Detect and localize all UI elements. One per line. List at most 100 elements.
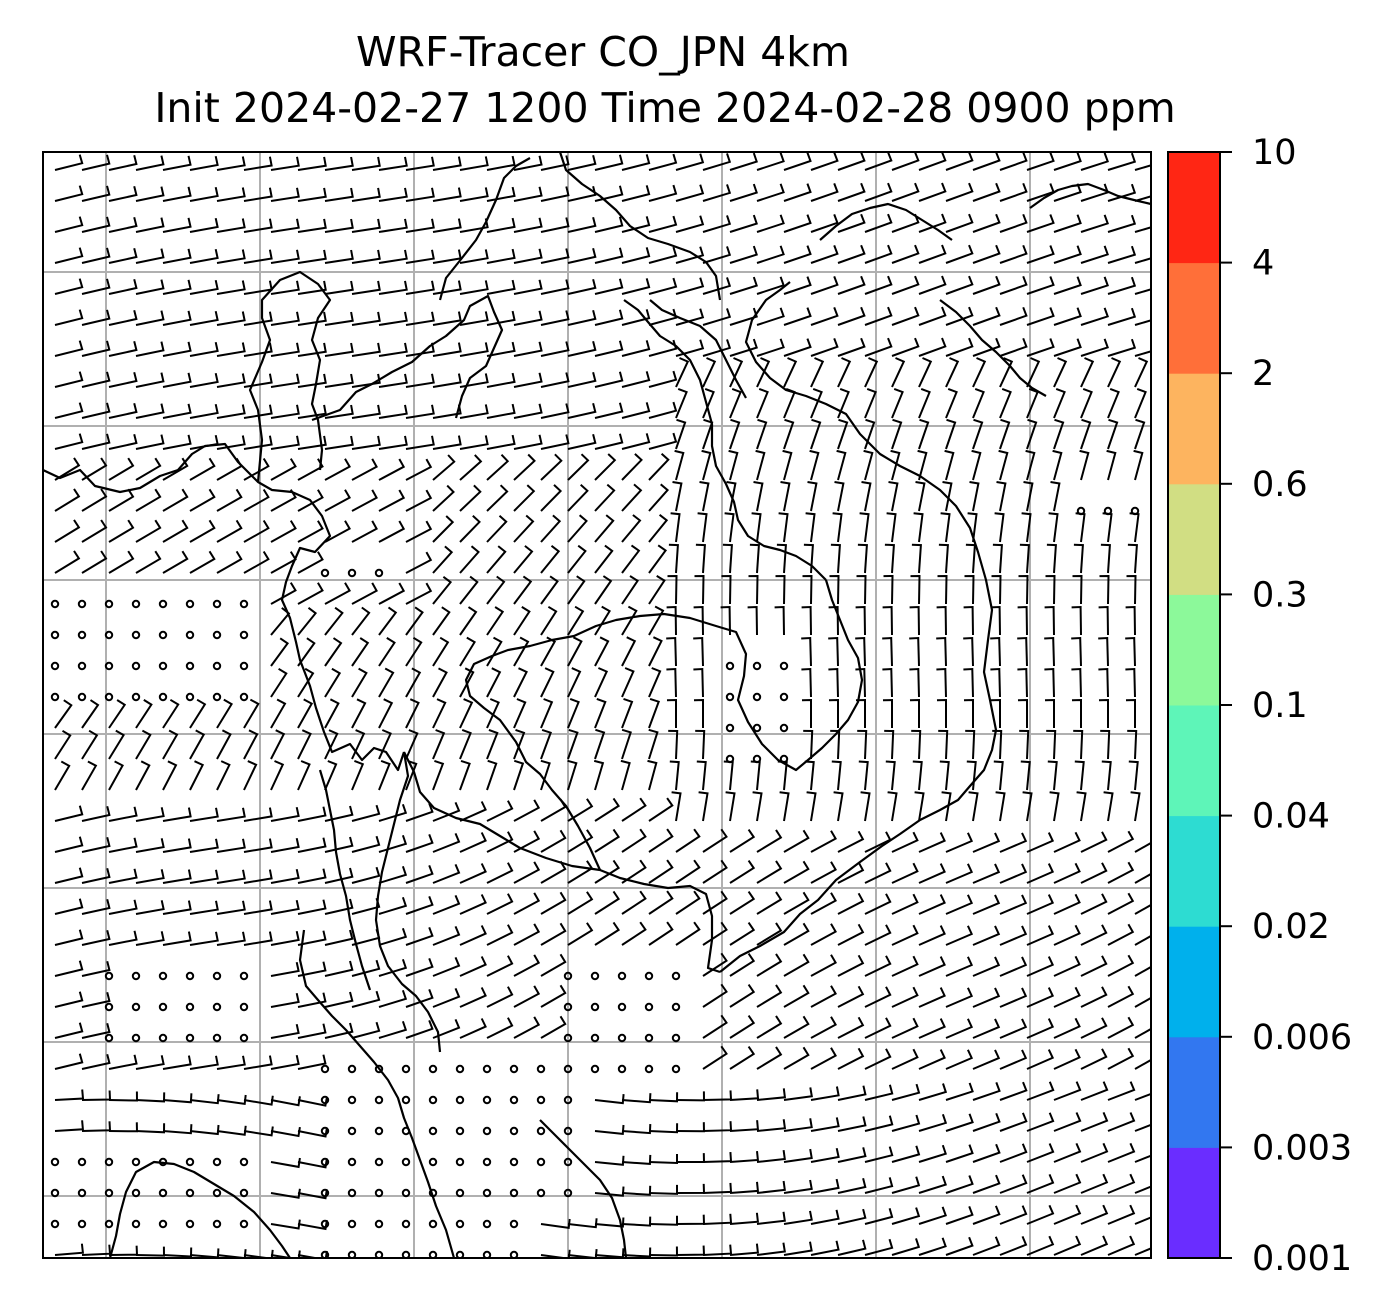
wind-barb bbox=[567, 798, 594, 822]
wind-barb bbox=[324, 867, 354, 884]
wind-barb bbox=[778, 512, 789, 543]
wind-barb bbox=[1022, 791, 1033, 822]
calm-wind-marker bbox=[320, 1095, 330, 1105]
wind-barb bbox=[674, 449, 685, 481]
wind-barb bbox=[54, 185, 84, 202]
wind-barb bbox=[918, 1049, 946, 1070]
wind-barb bbox=[270, 458, 297, 481]
wind-barb bbox=[1100, 543, 1111, 574]
wind-barb bbox=[162, 760, 178, 791]
wind-barb bbox=[405, 404, 435, 419]
wind-barb bbox=[378, 989, 408, 1008]
wind-barb bbox=[864, 924, 892, 946]
wind-barb bbox=[1025, 449, 1036, 481]
wind-barb bbox=[432, 802, 461, 822]
wind-barb bbox=[432, 636, 450, 667]
wind-barb bbox=[810, 1147, 840, 1163]
wind-barb bbox=[432, 515, 455, 543]
wind-barb bbox=[594, 697, 607, 729]
calm-wind-marker bbox=[347, 568, 357, 578]
map-plot-area bbox=[43, 152, 1151, 1258]
wind-barb bbox=[999, 1081, 1028, 1101]
wind-barb bbox=[405, 606, 424, 636]
calm-wind-marker bbox=[752, 661, 762, 671]
wind-barb bbox=[594, 575, 613, 605]
wind-barb bbox=[648, 697, 660, 729]
wind-barb bbox=[728, 449, 739, 481]
wind-barb bbox=[378, 187, 408, 202]
wind-barb bbox=[54, 1243, 85, 1256]
calm-wind-marker bbox=[104, 1157, 114, 1167]
wind-barb bbox=[918, 1206, 947, 1225]
calm-wind-marker bbox=[509, 1219, 519, 1229]
wind-barb bbox=[998, 449, 1009, 481]
wind-barb bbox=[324, 342, 354, 357]
wind-barb bbox=[1053, 1142, 1082, 1163]
wind-barb bbox=[891, 831, 919, 853]
wind-barb bbox=[648, 828, 674, 853]
wind-barb bbox=[378, 759, 391, 791]
calm-wind-marker bbox=[428, 1126, 438, 1136]
wind-barb bbox=[972, 418, 984, 450]
wind-barb bbox=[432, 988, 461, 1008]
calm-wind-marker bbox=[131, 630, 141, 640]
wind-barb bbox=[432, 729, 446, 760]
wind-barb bbox=[621, 697, 634, 729]
calm-wind-marker bbox=[482, 1219, 492, 1229]
wind-barb bbox=[855, 667, 866, 698]
wind-barb bbox=[1134, 903, 1151, 915]
wind-barb bbox=[837, 1016, 865, 1039]
wind-barb bbox=[1080, 387, 1093, 419]
wind-barb bbox=[864, 1084, 894, 1101]
wind-barb bbox=[216, 760, 231, 791]
wind-barb bbox=[1080, 276, 1109, 295]
wind-barb bbox=[648, 921, 674, 946]
calm-wind-marker bbox=[563, 971, 573, 981]
wind-barb bbox=[243, 373, 273, 388]
wind-barb bbox=[540, 984, 567, 1008]
calm-wind-marker bbox=[185, 1157, 195, 1167]
wind-barb bbox=[297, 311, 327, 326]
wind-barb bbox=[945, 925, 974, 946]
wind-barb bbox=[1026, 894, 1055, 915]
calm-wind-marker bbox=[50, 1157, 60, 1167]
wind-barb bbox=[1046, 729, 1057, 760]
calm-wind-marker bbox=[428, 1250, 438, 1258]
wind-barb bbox=[216, 249, 246, 264]
calm-wind-marker bbox=[320, 1126, 330, 1136]
wind-barb bbox=[513, 861, 541, 884]
wind-barb bbox=[729, 1150, 759, 1163]
calm-wind-marker bbox=[158, 1002, 168, 1012]
wind-barb bbox=[1026, 832, 1055, 853]
wind-barb bbox=[1053, 862, 1081, 884]
wind-barb bbox=[594, 309, 624, 326]
wind-barb bbox=[837, 1116, 867, 1132]
wind-barb bbox=[270, 698, 287, 729]
wind-barb bbox=[999, 1174, 1028, 1194]
wind-barb bbox=[621, 636, 637, 667]
wind-barb bbox=[756, 860, 783, 884]
wind-barb bbox=[963, 667, 974, 698]
wind-barb bbox=[1134, 1247, 1151, 1256]
wind-barb bbox=[756, 418, 768, 450]
wind-barb bbox=[648, 452, 670, 481]
wind-barb bbox=[324, 520, 351, 543]
wind-barb bbox=[1053, 1081, 1082, 1101]
wind-barb bbox=[81, 837, 111, 853]
wind-barb bbox=[830, 543, 841, 574]
wind-barb bbox=[967, 512, 978, 543]
colorbar-segment bbox=[1168, 705, 1220, 817]
calm-wind-marker bbox=[104, 1219, 114, 1229]
wind-barb bbox=[864, 213, 893, 233]
wind-barb bbox=[513, 310, 543, 326]
wind-barb bbox=[699, 481, 710, 512]
wind-barb bbox=[513, 985, 541, 1008]
wind-barb bbox=[918, 337, 947, 357]
wind-barb bbox=[297, 280, 327, 295]
wind-barb bbox=[189, 729, 206, 760]
wind-barb bbox=[540, 155, 570, 171]
wind-barb bbox=[405, 342, 435, 357]
wind-barb bbox=[297, 1096, 328, 1107]
wind-barb bbox=[945, 306, 974, 326]
wind-barb bbox=[918, 306, 947, 326]
